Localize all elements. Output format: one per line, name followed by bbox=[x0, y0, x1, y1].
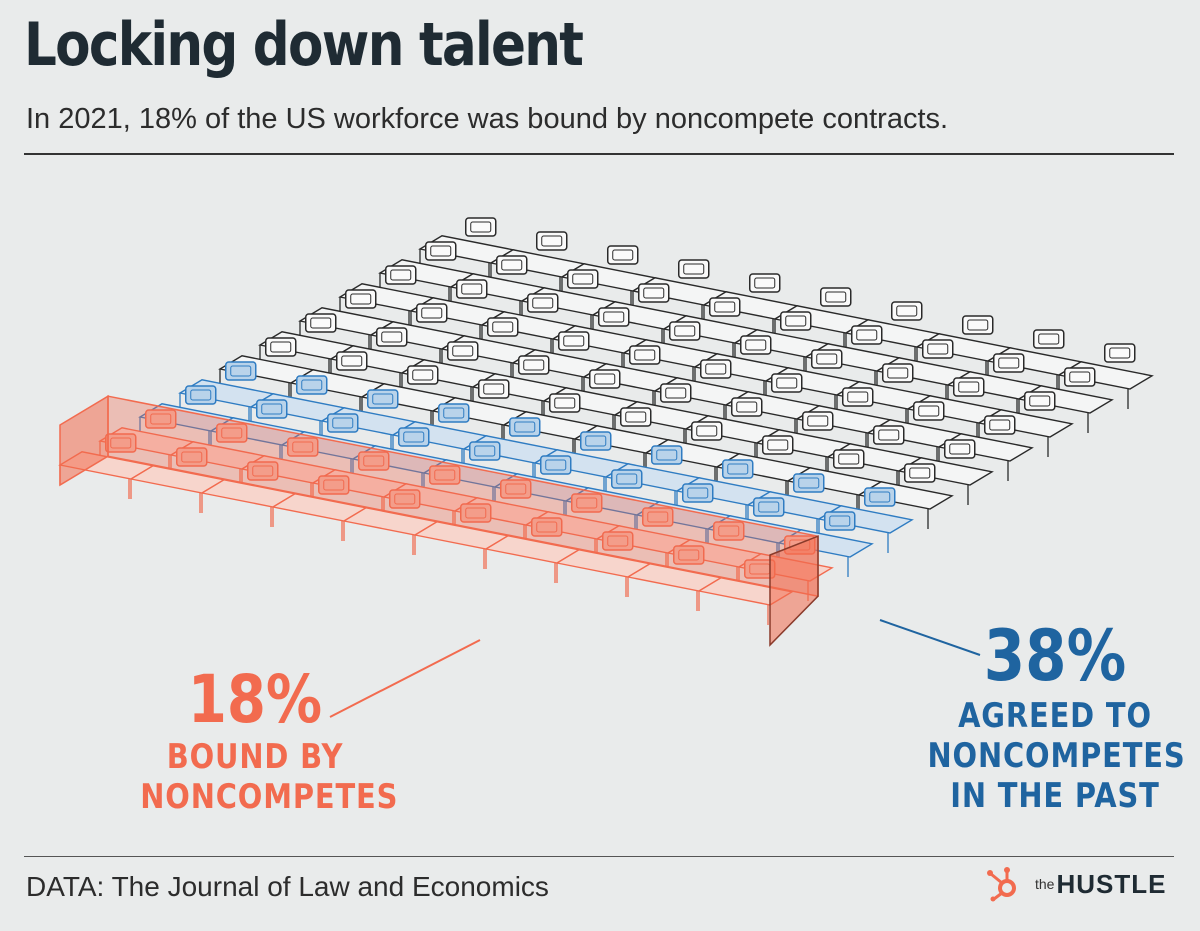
bound-percent: 18% bbox=[187, 661, 323, 738]
office-desks-illustration bbox=[58, 217, 1154, 718]
bottom-divider bbox=[24, 856, 1174, 857]
brand-logo: the HUSTLE bbox=[985, 866, 1166, 902]
page-title: Locking down talent bbox=[24, 10, 584, 80]
agreed-label-line3: IN THE PAST bbox=[950, 776, 1160, 816]
agreed-leader-line bbox=[879, 619, 981, 656]
page-subtitle: In 2021, 18% of the US workforce was bou… bbox=[26, 103, 949, 135]
bound-cubicle-side-wall bbox=[59, 394, 109, 487]
agreed-label-line2: NONCOMPETES bbox=[927, 736, 1186, 776]
bound-cubicle-end-wall bbox=[769, 535, 819, 647]
agreed-annotation: 38% AGREED TO NONCOMPETES IN THE PAST bbox=[905, 616, 1200, 816]
desk bbox=[626, 545, 723, 611]
bound-label-line1: BOUND BY bbox=[166, 737, 344, 777]
hubspot-sprocket-icon bbox=[987, 867, 1016, 902]
brand-name: HUSTLE bbox=[1056, 868, 1167, 899]
top-divider bbox=[24, 153, 1174, 155]
bound-annotation: 18% BOUND BY NONCOMPETES bbox=[120, 661, 399, 818]
data-source: DATA: The Journal of Law and Economics bbox=[26, 871, 549, 902]
desk bbox=[342, 489, 439, 555]
agreed-percent: 38% bbox=[983, 615, 1127, 697]
brand-the: the bbox=[1035, 876, 1055, 892]
bound-leader-line bbox=[329, 639, 481, 718]
bound-label-line2: NONCOMPETES bbox=[140, 777, 399, 817]
agreed-label-line1: AGREED TO bbox=[958, 696, 1152, 736]
